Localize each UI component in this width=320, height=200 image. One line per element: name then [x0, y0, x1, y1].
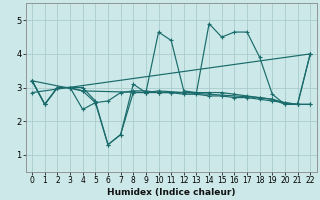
X-axis label: Humidex (Indice chaleur): Humidex (Indice chaleur) [107, 188, 236, 197]
